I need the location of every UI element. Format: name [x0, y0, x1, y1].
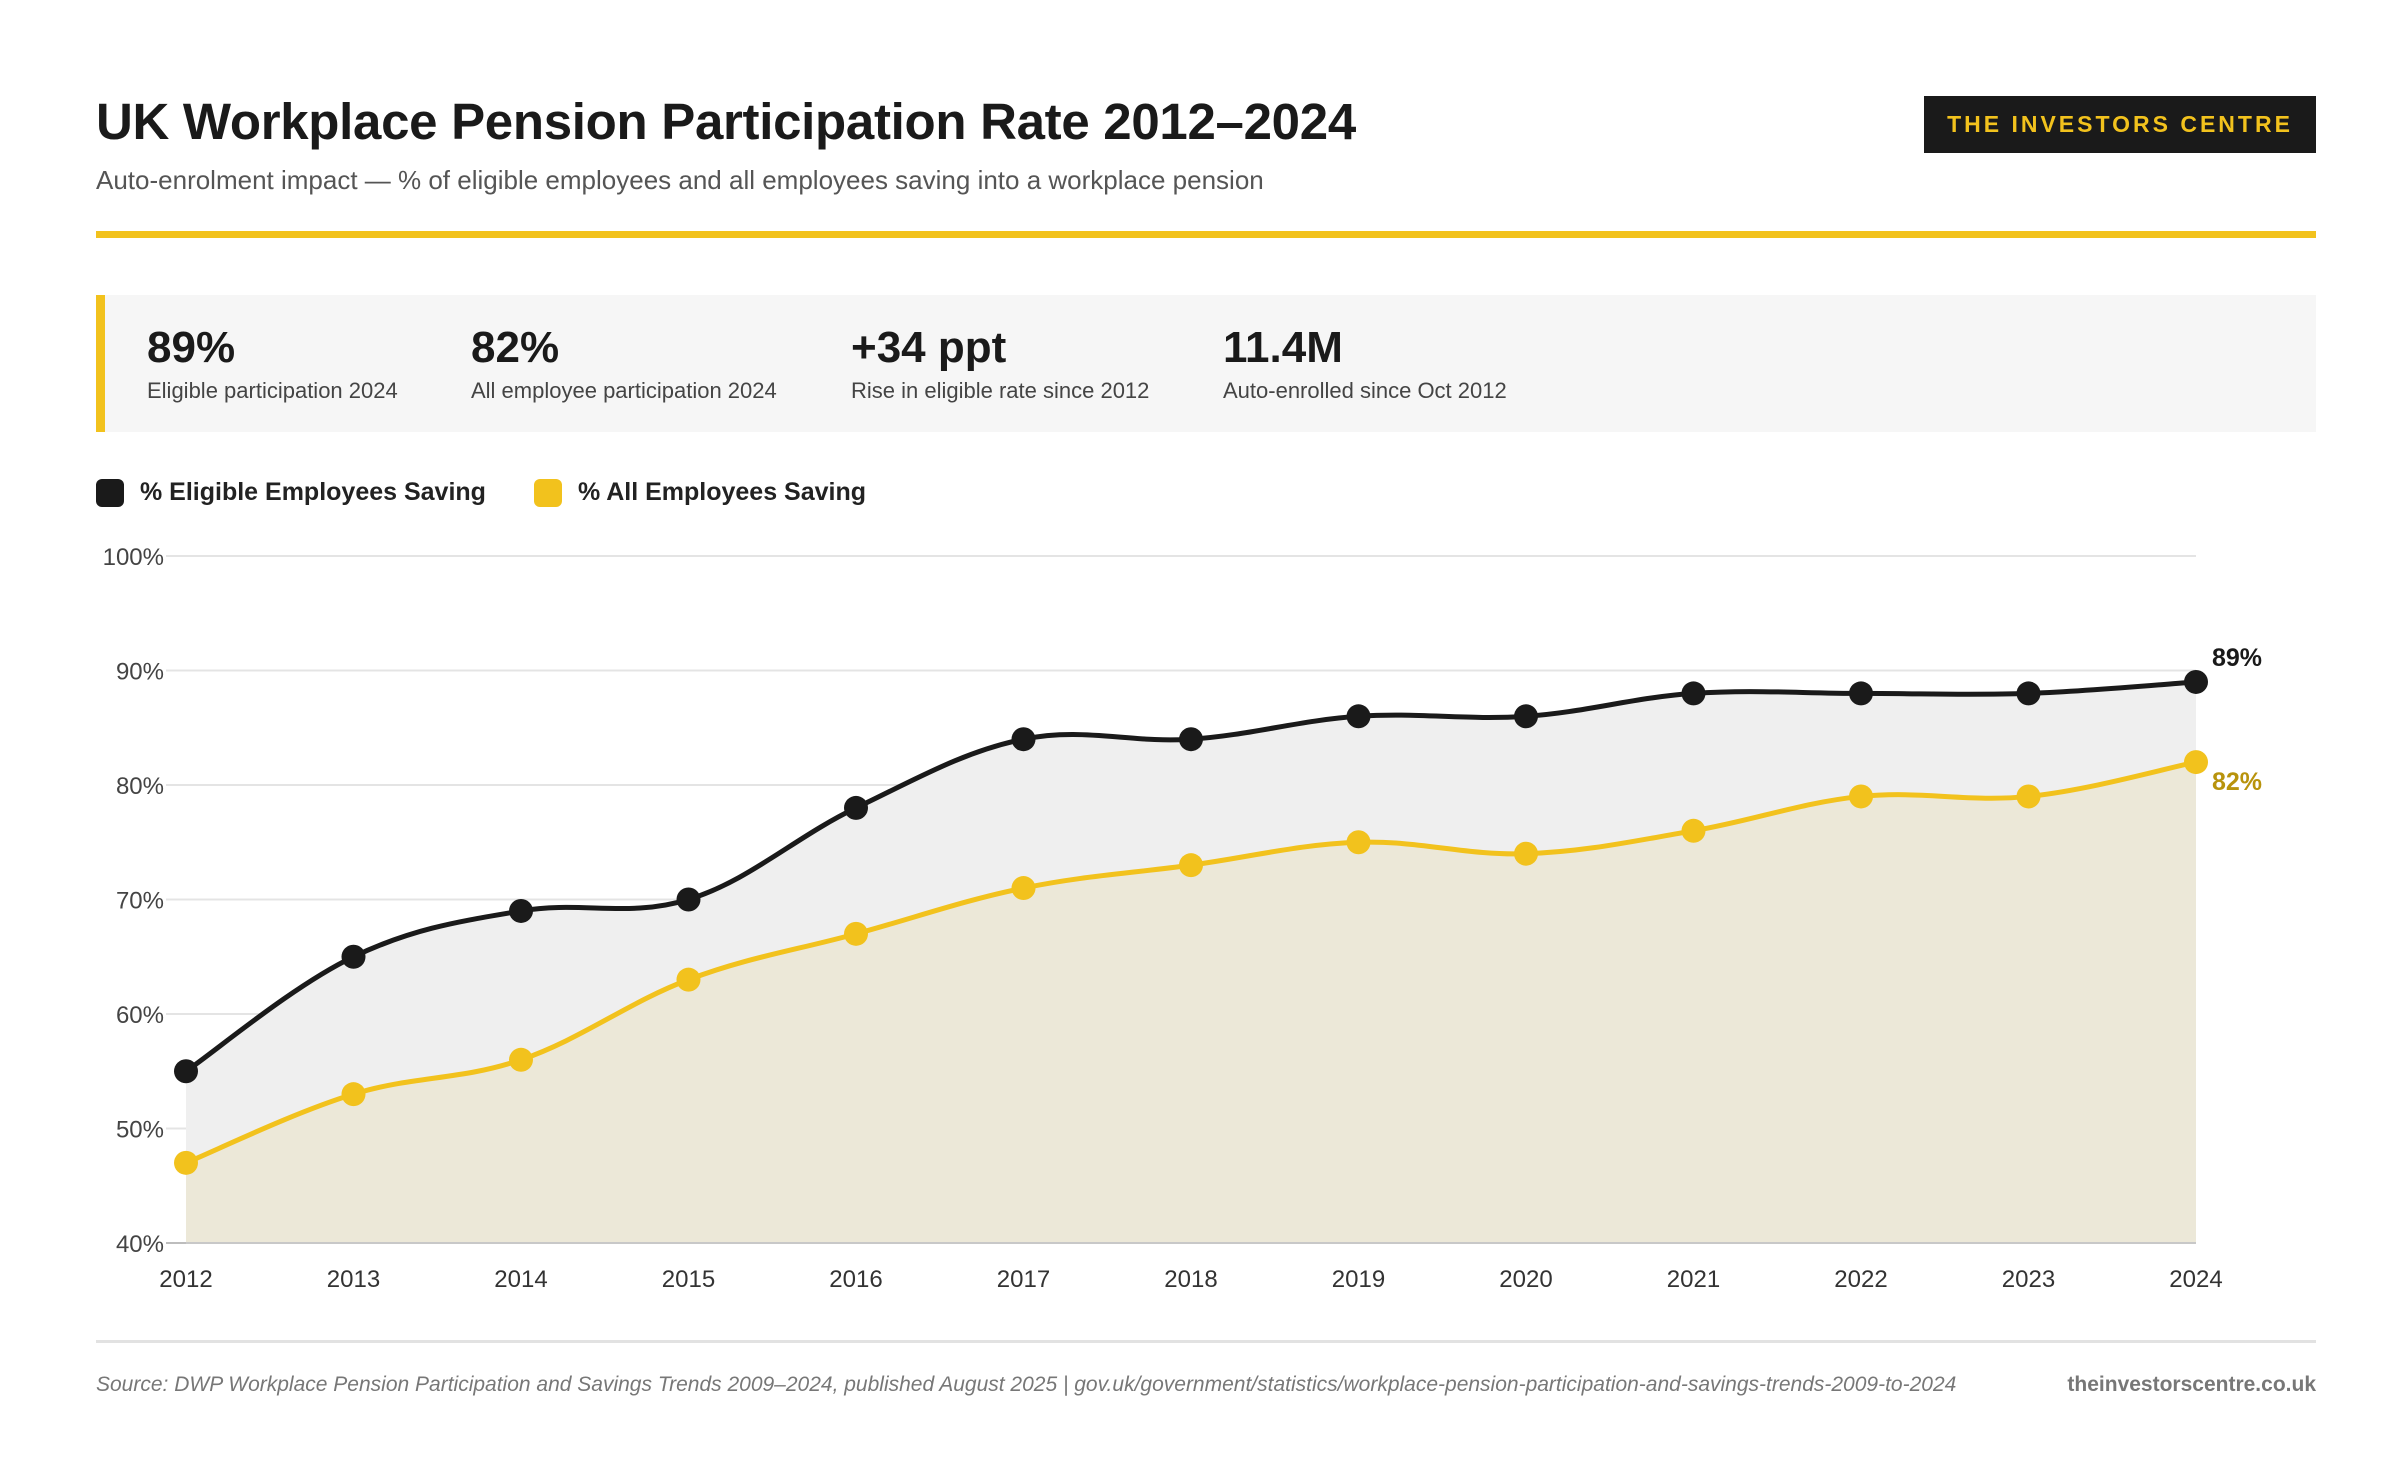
x-tick-label: 2024: [2169, 1266, 2222, 1293]
data-point-all: [1681, 818, 1706, 843]
y-tick-label: 90%: [116, 659, 164, 686]
x-tick-label: 2016: [829, 1266, 882, 1293]
legend-item-all: % All Employees Saving: [533, 478, 867, 507]
data-point-all: [341, 1082, 366, 1107]
end-label-eligible: 89%: [2212, 644, 2262, 672]
area-all: [186, 762, 2196, 1243]
legend-swatch-all: [533, 478, 562, 507]
data-point-all: [1011, 876, 1036, 901]
stat-value: 82%: [471, 323, 560, 372]
data-point-eligible: [1681, 681, 1706, 706]
chart-title: UK Workplace Pension Participation Rate …: [96, 93, 1356, 150]
stat-value: 11.4M: [1223, 323, 1343, 372]
data-point-all: [1514, 841, 1538, 866]
stat-all-2024: 82% All employee participation 2024: [471, 323, 777, 404]
stat-rise-since-2012: +34 ppt Rise in eligible rate since 2012: [851, 323, 1149, 404]
legend-label: % All Employees Saving: [577, 478, 867, 506]
data-point-eligible: [341, 944, 366, 969]
stat-value: 89%: [147, 323, 236, 372]
stat-label: Rise in eligible rate since 2012: [851, 377, 1150, 403]
stat-label: All employee participation 2024: [471, 377, 777, 403]
stat-label: Eligible participation 2024: [147, 377, 398, 403]
data-point-all: [2184, 750, 2208, 775]
x-tick-label: 2017: [997, 1266, 1050, 1293]
legend-item-eligible: % Eligible Employees Saving: [96, 478, 486, 507]
data-point-eligible: [1011, 727, 1036, 752]
y-tick-label: 60%: [116, 1002, 164, 1029]
data-point-eligible: [1849, 681, 1873, 706]
data-point-eligible: [509, 898, 533, 923]
data-point-eligible: [676, 887, 701, 912]
data-point-eligible: [1346, 704, 1371, 729]
data-point-eligible: [2184, 669, 2208, 694]
end-label-all: 82%: [2212, 768, 2262, 796]
data-point-all: [676, 967, 701, 992]
data-point-all: [1346, 830, 1371, 855]
brand-logo: THE INVESTORS CENTRE: [1924, 96, 2316, 153]
y-tick-label: 70%: [116, 888, 164, 915]
legend-swatch-eligible: [96, 478, 124, 507]
stats-panel: 89% Eligible participation 2024 82% All …: [96, 295, 2316, 432]
data-point-all: [2016, 784, 2041, 809]
data-point-eligible: [2016, 681, 2041, 706]
x-tick-label: 2013: [327, 1266, 380, 1293]
x-tick-label: 2012: [159, 1266, 212, 1293]
chart-subtitle: Auto-enrolment impact — % of eligible em…: [96, 165, 1264, 195]
data-point-all: [1849, 784, 1873, 809]
legend-label: % Eligible Employees Saving: [140, 478, 486, 506]
data-point-all: [509, 1047, 533, 1072]
chart-legend: % Eligible Employees Saving % All Employ…: [96, 478, 914, 507]
stat-value: +34 ppt: [851, 323, 1007, 372]
header-divider: [96, 231, 2316, 238]
stat-label: Auto-enrolled since Oct 2012: [1223, 377, 1507, 403]
y-tick-label: 80%: [116, 773, 164, 800]
data-point-eligible: [174, 1059, 198, 1084]
x-tick-label: 2021: [1667, 1266, 1720, 1293]
data-point-all: [844, 921, 868, 946]
x-tick-label: 2019: [1332, 1266, 1385, 1293]
footer-divider: [96, 1340, 2316, 1343]
x-tick-label: 2015: [662, 1266, 715, 1293]
stat-auto-enrolled: 11.4M Auto-enrolled since Oct 2012: [1223, 323, 1507, 404]
source-note: Source: DWP Workplace Pension Participat…: [96, 1373, 1957, 1396]
line-chart: 40% 50% 60% 70% 80% 90% 100% 2012 2013 2014 2015 20…: [103, 544, 2262, 1293]
data-point-all: [174, 1150, 198, 1175]
data-point-all: [1179, 853, 1203, 878]
y-tick-label: 100%: [103, 544, 164, 571]
site-url: theinvestorscentre.co.uk: [2067, 1373, 2316, 1396]
y-tick-label: 50%: [116, 1117, 164, 1144]
x-tick-label: 2020: [1499, 1266, 1552, 1293]
data-point-eligible: [844, 795, 868, 820]
data-point-eligible: [1514, 704, 1538, 729]
x-tick-label: 2014: [494, 1266, 547, 1293]
x-tick-label: 2022: [1834, 1266, 1887, 1293]
x-tick-label: 2018: [1164, 1266, 1217, 1293]
stat-eligible-2024: 89% Eligible participation 2024: [147, 323, 398, 404]
y-tick-label: 40%: [116, 1231, 164, 1258]
data-point-eligible: [1179, 727, 1203, 752]
x-tick-label: 2023: [2002, 1266, 2055, 1293]
